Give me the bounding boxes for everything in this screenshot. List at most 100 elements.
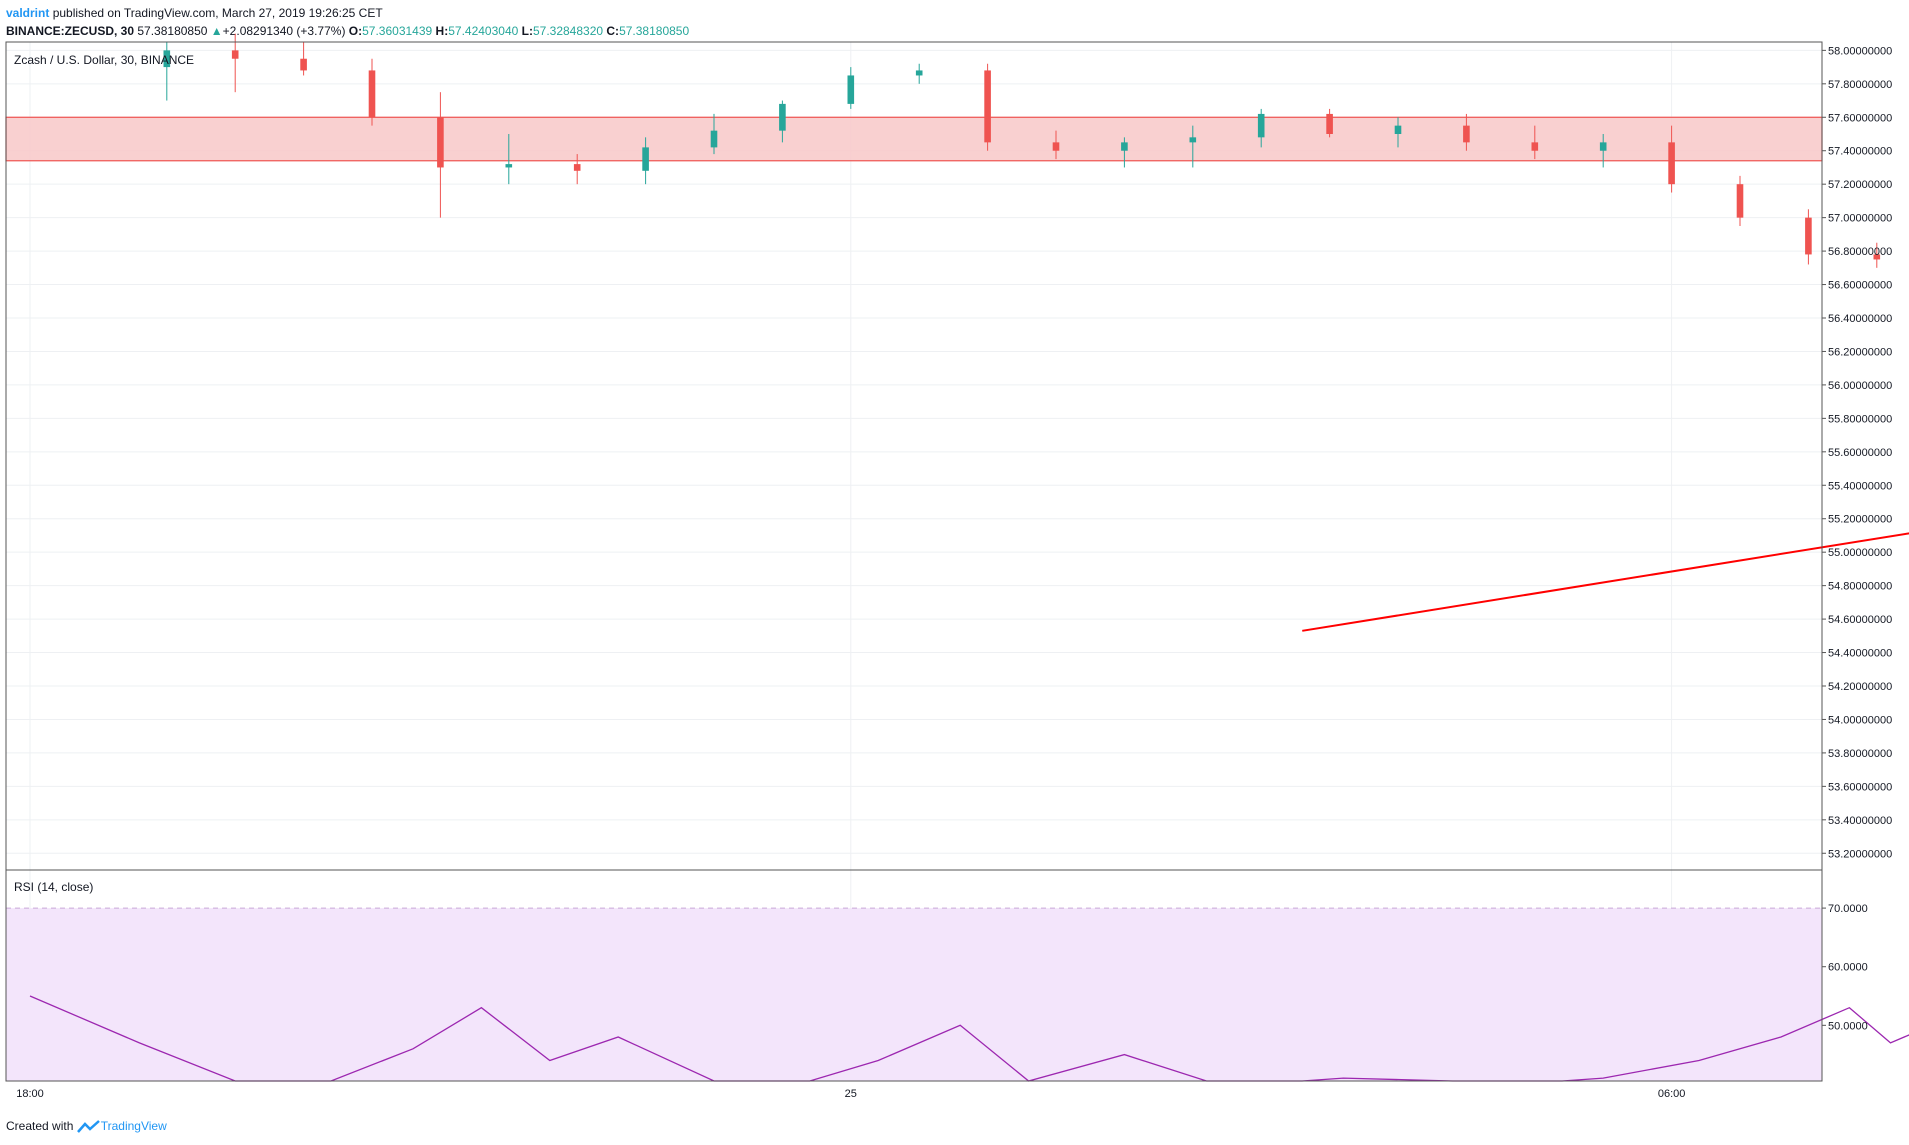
price-tick-label: 54.80000000 <box>1828 581 1892 593</box>
candle-body <box>1463 125 1470 143</box>
candle <box>368 58 376 126</box>
candle-body <box>779 103 786 131</box>
candle-body <box>984 70 991 143</box>
candle <box>847 67 855 109</box>
candle-body <box>505 164 513 168</box>
price-tick-label: 54.60000000 <box>1828 614 1892 626</box>
price-tick-label: 56.80000000 <box>1828 246 1892 258</box>
candle-body <box>1531 142 1539 151</box>
price-tick-label: 54.20000000 <box>1828 681 1892 693</box>
price-tick-label: 55.40000000 <box>1828 480 1892 492</box>
up-triangle-icon: ▲ <box>210 24 223 38</box>
price-change: +2.08291340 (+3.77%) <box>222 24 346 38</box>
candle <box>1805 209 1812 265</box>
symbol-label: BINANCE:ZECUSD, 30 <box>6 24 135 38</box>
candle <box>915 63 923 84</box>
candle-body <box>163 50 171 68</box>
trend-lines <box>1302 532 1909 632</box>
rsi-band <box>6 908 1822 1081</box>
candle-body <box>1394 125 1402 134</box>
time-tick-label: 06:00 <box>1658 1088 1686 1100</box>
candle-body <box>1121 142 1128 151</box>
candle-body <box>847 75 855 104</box>
price-tick-label: 53.60000000 <box>1828 781 1892 793</box>
candle <box>1394 117 1402 148</box>
candle-body <box>1326 113 1333 134</box>
candle <box>300 42 307 76</box>
price-tick-label: 53.40000000 <box>1828 815 1892 827</box>
low-value: 57.32848320 <box>532 24 604 38</box>
price-tick-label: 56.20000000 <box>1828 346 1892 358</box>
candle-body <box>1668 142 1675 185</box>
candle-body <box>915 70 923 76</box>
candle <box>505 134 513 185</box>
rsi-panel <box>6 907 1909 1082</box>
price-tick-label: 57.40000000 <box>1828 146 1892 158</box>
publish-info: valdrint published on TradingView.com, M… <box>6 4 383 22</box>
candle <box>231 33 239 93</box>
price-tick-label: 57.80000000 <box>1828 79 1892 91</box>
close-label: C: <box>606 24 620 38</box>
time-tick-label: 18:00 <box>16 1088 44 1100</box>
footer: Created with TradingView <box>6 1119 167 1134</box>
tradingview-logo-icon <box>76 1119 100 1133</box>
zones <box>5 116 1823 162</box>
rsi-title: RSI (14, close) <box>14 880 93 894</box>
candle-body <box>1052 142 1060 151</box>
candle-body <box>1599 142 1607 151</box>
price-tick-label: 57.20000000 <box>1828 179 1892 191</box>
candle <box>1531 125 1539 160</box>
close-value: 57.38180850 <box>619 24 690 38</box>
main-grid <box>6 42 1822 1081</box>
candle <box>779 100 786 143</box>
rsi-tick-label: 50.0000 <box>1828 1020 1868 1032</box>
candle-body <box>710 130 718 148</box>
price-tick-label: 55.60000000 <box>1828 447 1892 459</box>
price-tick-label: 56.00000000 <box>1828 380 1892 392</box>
candle <box>1052 130 1060 160</box>
resistance-zone <box>5 116 1823 162</box>
low-label: L: <box>521 24 533 38</box>
candle-body <box>231 50 239 59</box>
candle-body <box>1805 217 1812 255</box>
price-tick-label: 57.00000000 <box>1828 213 1892 225</box>
candle <box>1189 125 1197 168</box>
price-tick-label: 55.80000000 <box>1828 413 1892 425</box>
candles <box>163 33 1881 268</box>
price-tick-label: 58.00000000 <box>1828 45 1892 57</box>
candle-body <box>368 70 376 118</box>
candle <box>1463 113 1470 151</box>
ohlc-bar: BINANCE:ZECUSD, 30 57.38180850 ▲+2.08291… <box>6 22 689 40</box>
price-tick-label: 53.80000000 <box>1828 748 1892 760</box>
high-value: 57.42403040 <box>448 24 519 38</box>
last-price: 57.38180850 <box>137 24 208 38</box>
candle-body <box>573 164 581 171</box>
candle-body <box>1873 254 1881 260</box>
axes: 53.20000000 53.40000000 53.60000000 53.8000… <box>16 45 1892 1100</box>
rsi-tick-label: 70.0000 <box>1828 903 1868 915</box>
price-tick-label: 54.40000000 <box>1828 648 1892 660</box>
candle <box>1599 134 1607 168</box>
author-link[interactable]: valdrint <box>6 6 50 20</box>
candle <box>1121 137 1128 168</box>
chart-title: Zcash / U.S. Dollar, 30, BINANCE <box>14 53 194 67</box>
time-tick-label: 25 <box>845 1088 857 1100</box>
candle <box>1257 108 1265 148</box>
open-value: 57.36031439 <box>362 24 433 38</box>
price-tick-label: 53.20000000 <box>1828 848 1892 860</box>
price-tick-label: 55.00000000 <box>1828 547 1892 559</box>
tradingview-brand-link[interactable]: TradingView <box>100 1119 167 1133</box>
chart-border <box>5 41 1823 1082</box>
candle <box>163 42 171 101</box>
candle <box>1736 175 1744 226</box>
price-tick-label: 56.60000000 <box>1828 280 1892 292</box>
candle <box>573 154 581 185</box>
candle-body <box>300 58 307 71</box>
published-text: published on TradingView.com, March 27, … <box>52 6 383 20</box>
high-label: H: <box>435 24 449 38</box>
candle-body <box>1189 137 1197 143</box>
candle <box>1873 242 1881 268</box>
open-label: O: <box>348 24 363 38</box>
candle-body <box>1257 113 1265 138</box>
